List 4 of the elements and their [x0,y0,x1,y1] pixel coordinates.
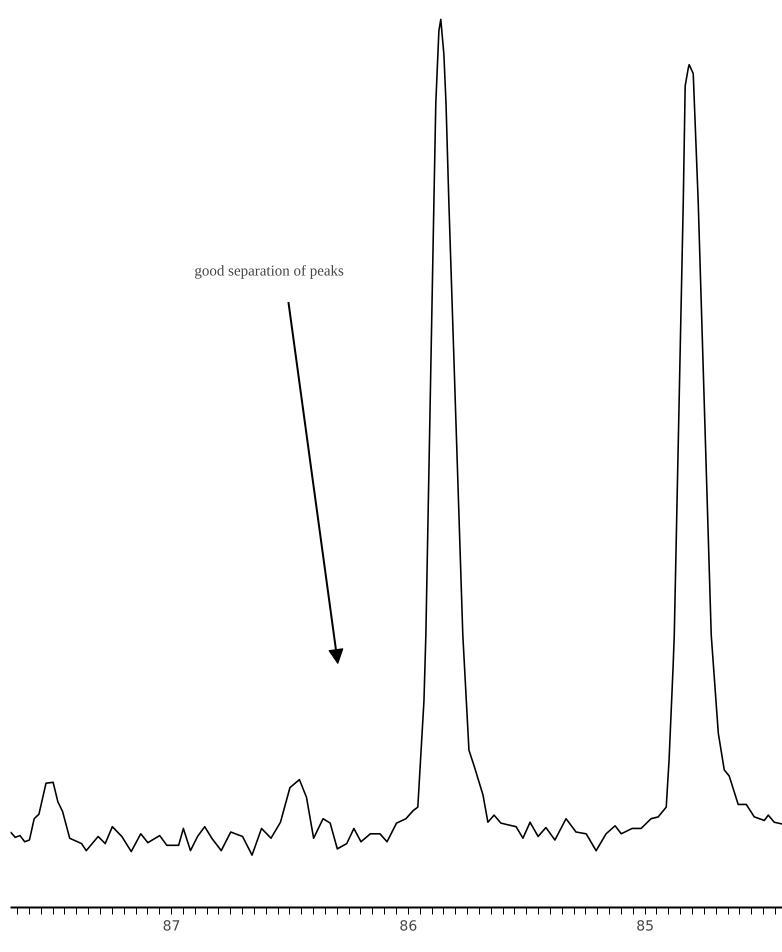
x-tick-label: 85 [636,918,654,934]
annotation: good separation of peaks [194,264,344,280]
x-tick-label: 87 [162,918,180,934]
x-tick-label: 86 [399,918,418,934]
